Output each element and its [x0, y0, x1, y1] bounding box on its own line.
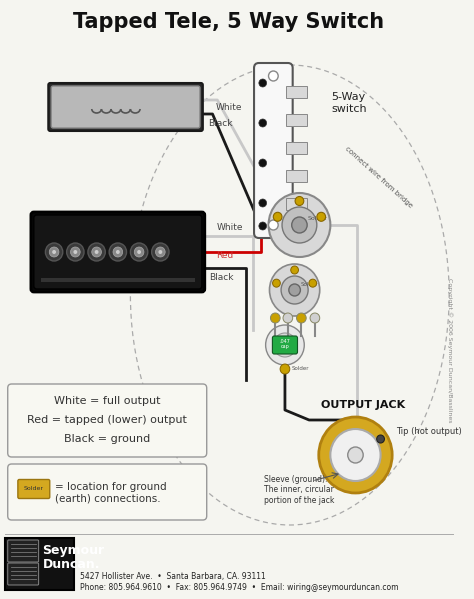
- Circle shape: [295, 196, 304, 205]
- Text: Seymour: Seymour: [43, 544, 105, 557]
- Circle shape: [152, 243, 169, 261]
- Circle shape: [281, 276, 308, 304]
- Circle shape: [137, 250, 141, 254]
- Circle shape: [46, 243, 63, 261]
- Circle shape: [292, 217, 307, 233]
- FancyBboxPatch shape: [5, 538, 74, 590]
- Text: Phone: 805.964.9610  •  Fax: 805.964.9749  •  Email: wiring@seymourduncan.com: Phone: 805.964.9610 • Fax: 805.964.9749 …: [80, 583, 399, 592]
- Circle shape: [271, 313, 280, 323]
- Circle shape: [273, 333, 297, 357]
- Circle shape: [116, 250, 120, 254]
- Text: connect wire from bridge: connect wire from bridge: [344, 146, 413, 209]
- Circle shape: [273, 212, 282, 221]
- Text: Red: Red: [216, 251, 234, 260]
- Bar: [41, 278, 195, 282]
- Text: Duncan.: Duncan.: [43, 558, 100, 571]
- FancyBboxPatch shape: [8, 563, 39, 585]
- Bar: [286, 170, 307, 182]
- Circle shape: [88, 243, 105, 261]
- Circle shape: [310, 313, 320, 323]
- Circle shape: [297, 313, 306, 323]
- Text: Red = tapped (lower) output: Red = tapped (lower) output: [27, 415, 187, 425]
- Text: White = full output: White = full output: [54, 396, 161, 406]
- Text: Black = ground: Black = ground: [64, 434, 150, 444]
- Bar: [286, 114, 307, 126]
- Circle shape: [155, 247, 165, 257]
- Circle shape: [319, 417, 392, 493]
- Text: Copyright © 2006 Seymour Duncan/Basslines: Copyright © 2006 Seymour Duncan/Bassline…: [447, 278, 453, 422]
- Text: Solder: Solder: [292, 367, 309, 371]
- Text: White: White: [215, 103, 242, 112]
- Circle shape: [130, 243, 148, 261]
- FancyBboxPatch shape: [31, 212, 205, 292]
- Text: Solder: Solder: [307, 216, 327, 222]
- FancyBboxPatch shape: [273, 336, 298, 354]
- Text: Solder: Solder: [24, 486, 44, 492]
- Text: White: White: [216, 223, 243, 232]
- Text: 5-Way
switch: 5-Way switch: [331, 92, 367, 114]
- Circle shape: [95, 250, 99, 254]
- FancyBboxPatch shape: [48, 83, 203, 131]
- Circle shape: [273, 279, 280, 287]
- Circle shape: [52, 250, 56, 254]
- Circle shape: [259, 119, 266, 127]
- FancyBboxPatch shape: [8, 464, 207, 520]
- FancyBboxPatch shape: [254, 63, 292, 238]
- Circle shape: [270, 264, 320, 316]
- Circle shape: [289, 284, 301, 296]
- Text: Solder: Solder: [301, 283, 318, 288]
- Circle shape: [134, 247, 144, 257]
- Text: Black: Black: [209, 273, 233, 282]
- Text: .047
cap: .047 cap: [280, 338, 291, 349]
- Circle shape: [309, 279, 317, 287]
- Bar: [286, 198, 307, 210]
- Circle shape: [269, 71, 278, 81]
- Text: Tip (hot output): Tip (hot output): [396, 426, 462, 435]
- Text: Sleeve (ground).
The inner, circular
portion of the jack: Sleeve (ground). The inner, circular por…: [264, 475, 334, 505]
- FancyBboxPatch shape: [51, 86, 200, 128]
- FancyBboxPatch shape: [8, 384, 207, 457]
- Circle shape: [109, 243, 127, 261]
- Bar: [286, 142, 307, 154]
- FancyBboxPatch shape: [34, 215, 202, 289]
- Circle shape: [377, 435, 384, 443]
- Circle shape: [67, 243, 84, 261]
- Circle shape: [317, 212, 326, 221]
- Circle shape: [71, 247, 80, 257]
- Circle shape: [269, 220, 278, 230]
- Bar: [286, 86, 307, 98]
- Circle shape: [283, 313, 292, 323]
- Circle shape: [92, 247, 101, 257]
- Text: Black: Black: [208, 119, 232, 128]
- Circle shape: [330, 429, 381, 481]
- Circle shape: [348, 447, 363, 463]
- Circle shape: [280, 364, 290, 374]
- Circle shape: [269, 193, 330, 257]
- Circle shape: [259, 79, 266, 87]
- Circle shape: [265, 325, 304, 365]
- Text: Tapped Tele, 5 Way Switch: Tapped Tele, 5 Way Switch: [73, 12, 384, 32]
- Circle shape: [259, 222, 266, 230]
- Text: 5427 Hollister Ave.  •  Santa Barbara, CA. 93111: 5427 Hollister Ave. • Santa Barbara, CA.…: [80, 572, 266, 581]
- Circle shape: [158, 250, 162, 254]
- Circle shape: [259, 159, 266, 167]
- Circle shape: [113, 247, 123, 257]
- FancyBboxPatch shape: [8, 540, 39, 562]
- Circle shape: [291, 266, 299, 274]
- Text: = location for ground
(earth) connections.: = location for ground (earth) connection…: [55, 482, 167, 504]
- Circle shape: [49, 247, 59, 257]
- Text: OUTPUT JACK: OUTPUT JACK: [321, 400, 405, 410]
- Circle shape: [282, 207, 317, 243]
- Circle shape: [259, 199, 266, 207]
- FancyBboxPatch shape: [18, 480, 50, 498]
- Circle shape: [73, 250, 77, 254]
